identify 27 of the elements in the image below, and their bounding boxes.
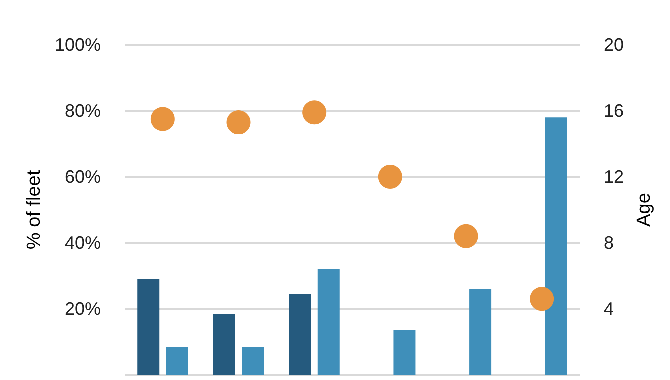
y2-axis-title: Age (634, 193, 655, 227)
y2-tick-label: 12 (604, 167, 624, 187)
bar (289, 294, 312, 375)
bar (213, 314, 236, 375)
bar (242, 346, 264, 375)
y-tick-label: 40% (64, 233, 101, 253)
point (530, 287, 554, 312)
y2-tick-label: 4 (604, 299, 614, 319)
point (302, 100, 327, 125)
bar (545, 118, 568, 375)
point (150, 107, 175, 132)
bar (470, 289, 492, 375)
y2-tick-label: 16 (604, 101, 624, 121)
bar (138, 279, 160, 375)
bar (166, 346, 188, 375)
y2-tick-label: 20 (604, 35, 624, 55)
y2-tick-label: 8 (604, 233, 614, 253)
y-tick-label: 20% (64, 299, 101, 319)
y-tick-label: 80% (64, 101, 101, 121)
point (454, 224, 478, 248)
bar (394, 330, 416, 375)
y-axis-title: % of fleet (24, 170, 46, 250)
point (378, 165, 402, 189)
point (226, 110, 251, 135)
bar (318, 269, 340, 375)
y-tick-label: 60% (64, 167, 101, 187)
y-tick-label: 100% (54, 35, 101, 55)
